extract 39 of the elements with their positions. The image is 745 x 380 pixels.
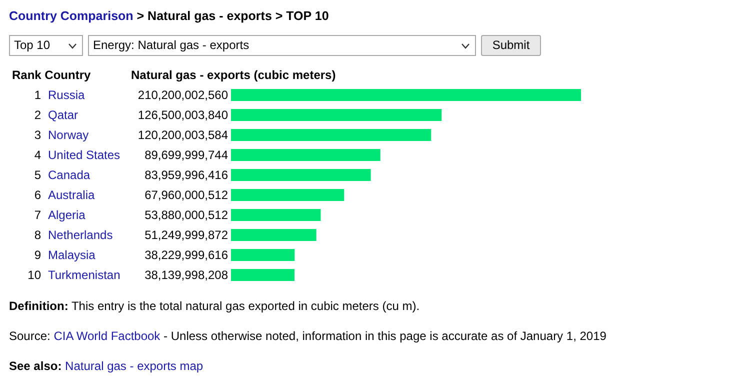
data-label: 38,139,998,208 bbox=[144, 268, 228, 282]
category-label: 8 Netherlands bbox=[34, 228, 113, 242]
category-label: 7 Algeria bbox=[34, 208, 86, 222]
data-label: 126,500,003,840 bbox=[138, 108, 228, 122]
bar bbox=[231, 189, 344, 201]
category-label: 5 Canada bbox=[34, 168, 90, 182]
category-label: 2 Qatar bbox=[34, 108, 78, 122]
text: Submit bbox=[481, 35, 541, 56]
data-label: 51,249,999,872 bbox=[144, 228, 228, 242]
chart-title: Country Comparison > Natural gas - exports > TOP 10 bbox=[9, 9, 329, 23]
category-label: 1 Russia bbox=[34, 88, 85, 102]
bar bbox=[231, 209, 321, 221]
category-label: 10 Turkmenistan bbox=[28, 268, 120, 282]
text: See also: Natural gas - exports map bbox=[9, 359, 204, 373]
data-label: 53,880,000,512 bbox=[144, 208, 228, 222]
source-note: Source: CIA World Factbook - Unless otherwise noted, information in this page is accurate as of January 1, 2019 bbox=[9, 329, 606, 343]
text: Definition: This entry is the total natural gas exported in cubic meters (cu m). bbox=[9, 299, 420, 313]
data-label: 38,229,999,616 bbox=[144, 248, 228, 262]
text: Top 10 bbox=[14, 38, 50, 52]
category-label: 3 Norway bbox=[34, 128, 89, 142]
data-label: 120,200,003,584 bbox=[138, 128, 228, 142]
bar bbox=[231, 169, 371, 181]
bar bbox=[231, 129, 432, 141]
text: Energy: Natural gas - exports bbox=[93, 38, 250, 52]
text: Rank Country bbox=[12, 68, 91, 82]
bar bbox=[231, 249, 295, 261]
data-label: 210,200,002,560 bbox=[138, 88, 228, 102]
bar bbox=[231, 269, 295, 281]
bar bbox=[231, 89, 581, 101]
category-label: 4 United States bbox=[34, 148, 120, 162]
category-label: 6 Australia bbox=[34, 188, 95, 202]
bar bbox=[231, 149, 380, 161]
data-label: 67,960,000,512 bbox=[144, 188, 228, 202]
bar bbox=[231, 109, 442, 121]
data-label: 83,959,996,416 bbox=[144, 168, 228, 182]
category-label: 9 Malaysia bbox=[34, 248, 96, 262]
x-axis-title: Natural gas - exports (cubic meters) bbox=[131, 68, 336, 82]
bar bbox=[231, 229, 316, 241]
data-label: 89,699,999,744 bbox=[144, 148, 228, 162]
